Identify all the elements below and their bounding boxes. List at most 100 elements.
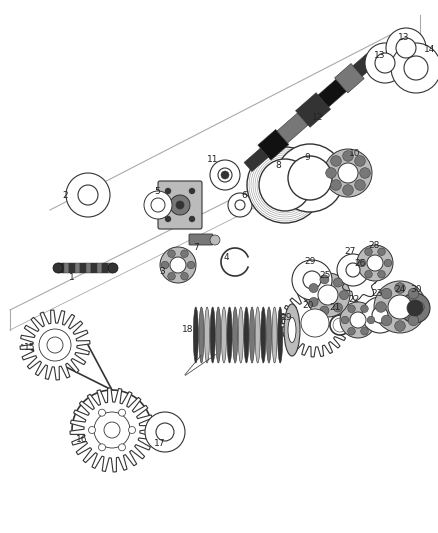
- Text: 27: 27: [344, 247, 356, 256]
- Circle shape: [365, 43, 405, 83]
- Circle shape: [156, 423, 174, 441]
- Ellipse shape: [261, 307, 266, 363]
- Circle shape: [145, 412, 185, 452]
- Circle shape: [384, 259, 392, 267]
- FancyBboxPatch shape: [96, 263, 102, 273]
- Circle shape: [375, 53, 395, 73]
- Circle shape: [348, 305, 355, 312]
- Text: 25: 25: [319, 271, 331, 280]
- Circle shape: [378, 270, 385, 278]
- Circle shape: [333, 278, 343, 287]
- Circle shape: [365, 270, 372, 278]
- Polygon shape: [318, 79, 346, 107]
- Circle shape: [320, 306, 329, 315]
- Polygon shape: [70, 388, 154, 472]
- Circle shape: [338, 163, 358, 183]
- FancyBboxPatch shape: [107, 263, 113, 273]
- Circle shape: [360, 168, 370, 179]
- Ellipse shape: [255, 307, 260, 363]
- Circle shape: [331, 180, 341, 190]
- Circle shape: [407, 300, 423, 316]
- Circle shape: [348, 327, 355, 335]
- Text: 21: 21: [329, 303, 341, 311]
- Circle shape: [88, 426, 95, 433]
- Circle shape: [309, 284, 318, 293]
- Text: 23: 23: [371, 289, 383, 298]
- Circle shape: [343, 184, 353, 195]
- Text: 6: 6: [241, 191, 247, 200]
- Text: 9: 9: [304, 152, 310, 161]
- Circle shape: [381, 315, 392, 326]
- Text: 1: 1: [69, 272, 75, 281]
- Circle shape: [94, 412, 130, 448]
- Circle shape: [337, 254, 369, 286]
- Circle shape: [388, 295, 412, 319]
- Text: 26: 26: [354, 260, 366, 269]
- Circle shape: [355, 180, 365, 190]
- Ellipse shape: [193, 307, 198, 363]
- Circle shape: [331, 156, 341, 166]
- Circle shape: [324, 149, 372, 197]
- Circle shape: [395, 282, 405, 293]
- Circle shape: [378, 248, 385, 255]
- Circle shape: [235, 200, 245, 210]
- Circle shape: [386, 28, 426, 68]
- Circle shape: [343, 151, 353, 161]
- Ellipse shape: [278, 307, 283, 363]
- Ellipse shape: [250, 307, 254, 363]
- Circle shape: [128, 426, 135, 433]
- FancyBboxPatch shape: [91, 263, 96, 273]
- Circle shape: [99, 444, 106, 451]
- Circle shape: [99, 409, 106, 416]
- Circle shape: [318, 285, 338, 305]
- Text: 12: 12: [312, 114, 324, 123]
- Circle shape: [104, 422, 120, 438]
- Circle shape: [181, 250, 188, 257]
- Ellipse shape: [199, 307, 204, 363]
- Circle shape: [78, 185, 98, 205]
- Ellipse shape: [244, 307, 249, 363]
- Circle shape: [151, 198, 165, 212]
- FancyBboxPatch shape: [80, 263, 85, 273]
- Text: 17: 17: [154, 439, 166, 448]
- Polygon shape: [20, 310, 90, 380]
- Circle shape: [168, 272, 175, 280]
- Polygon shape: [281, 289, 349, 357]
- Circle shape: [362, 297, 398, 333]
- Circle shape: [391, 43, 438, 93]
- Ellipse shape: [284, 304, 300, 356]
- FancyBboxPatch shape: [64, 263, 69, 273]
- FancyBboxPatch shape: [189, 234, 213, 245]
- Circle shape: [165, 188, 171, 194]
- Circle shape: [301, 309, 329, 337]
- FancyBboxPatch shape: [69, 263, 74, 273]
- Circle shape: [404, 56, 428, 80]
- Ellipse shape: [272, 307, 277, 363]
- FancyBboxPatch shape: [58, 263, 64, 273]
- Polygon shape: [277, 113, 308, 143]
- Circle shape: [165, 216, 171, 222]
- Text: 5: 5: [154, 188, 160, 197]
- Circle shape: [340, 302, 376, 338]
- Circle shape: [66, 173, 110, 217]
- Circle shape: [408, 315, 419, 326]
- Circle shape: [189, 216, 195, 222]
- Circle shape: [108, 263, 118, 273]
- Ellipse shape: [216, 307, 221, 363]
- Text: 14: 14: [424, 45, 436, 54]
- Circle shape: [381, 288, 392, 299]
- Text: 13: 13: [374, 51, 386, 60]
- Text: 2: 2: [62, 190, 68, 199]
- Text: 7: 7: [193, 244, 199, 253]
- Circle shape: [170, 195, 190, 215]
- FancyBboxPatch shape: [158, 181, 202, 229]
- Circle shape: [374, 281, 426, 333]
- Circle shape: [181, 272, 188, 280]
- Circle shape: [365, 248, 372, 255]
- Circle shape: [333, 303, 343, 312]
- Circle shape: [160, 247, 196, 283]
- Circle shape: [395, 321, 405, 332]
- Text: 16: 16: [76, 435, 88, 445]
- Circle shape: [303, 271, 321, 289]
- Circle shape: [408, 288, 419, 299]
